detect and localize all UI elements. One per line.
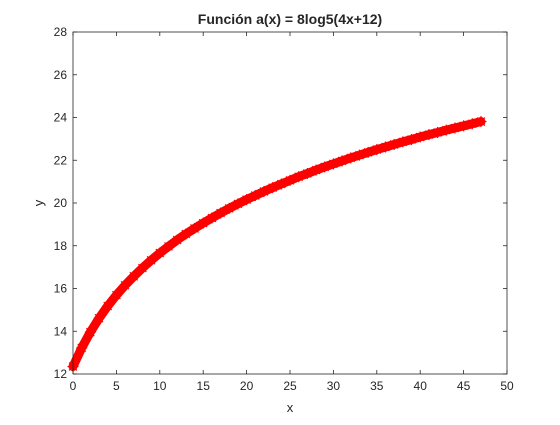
x-tick-label: 10 xyxy=(153,379,167,393)
data-point xyxy=(458,120,470,132)
data-point xyxy=(319,161,331,173)
y-ticks: 12 14 16 18 20 22 24 26 28 xyxy=(54,25,507,381)
data-point xyxy=(93,312,105,324)
x-tick-label: 25 xyxy=(283,379,297,393)
data-point xyxy=(345,152,357,164)
data-point xyxy=(76,342,88,354)
y-tick-label: 24 xyxy=(54,111,68,125)
y-tick-label: 18 xyxy=(54,239,68,253)
data-point xyxy=(353,149,365,161)
x-ticks: 0 5 10 15 20 25 30 35 40 45 50 xyxy=(70,32,514,393)
data-point xyxy=(145,254,157,266)
data-point xyxy=(310,164,322,176)
y-tick-label: 26 xyxy=(54,68,68,82)
data-point xyxy=(432,126,444,138)
data-point xyxy=(84,326,96,338)
data-point xyxy=(293,171,305,183)
y-tick-label: 22 xyxy=(54,153,68,167)
data-point xyxy=(414,131,426,143)
x-tick-label: 5 xyxy=(113,379,120,393)
data-point xyxy=(406,134,418,146)
data-point xyxy=(449,122,461,134)
data-point xyxy=(336,155,348,167)
chart-title: Función a(x) = 8log5(4x+12) xyxy=(198,11,382,27)
x-tick-label: 45 xyxy=(457,379,471,393)
data-point xyxy=(258,185,270,197)
data-point xyxy=(397,136,409,148)
x-tick-label: 35 xyxy=(370,379,384,393)
data-point xyxy=(180,228,192,240)
x-axis-label: x xyxy=(287,400,294,415)
data-point xyxy=(162,240,174,252)
x-tick-label: 40 xyxy=(414,379,428,393)
data-point xyxy=(102,300,114,312)
y-tick-label: 12 xyxy=(54,367,68,381)
data-point xyxy=(440,124,452,136)
x-tick-label: 20 xyxy=(240,379,254,393)
data-point xyxy=(215,207,227,219)
data-point xyxy=(154,247,166,259)
data-point xyxy=(241,194,253,206)
y-tick-label: 28 xyxy=(54,25,68,39)
data-point xyxy=(267,182,279,194)
data-point xyxy=(110,289,122,301)
data-point xyxy=(423,129,435,141)
data-point xyxy=(466,118,478,130)
data-point xyxy=(223,202,235,214)
data-point xyxy=(475,116,487,128)
data-point xyxy=(249,190,261,202)
data-point xyxy=(171,234,183,246)
data-point xyxy=(197,217,209,229)
plot-background xyxy=(73,32,507,374)
y-tick-label: 20 xyxy=(54,196,68,210)
x-tick-label: 50 xyxy=(500,379,514,393)
data-point xyxy=(232,198,244,210)
data-point xyxy=(371,144,383,156)
data-point xyxy=(301,168,313,179)
data-point xyxy=(275,178,287,190)
data-point xyxy=(362,146,374,158)
y-axis-label: y xyxy=(31,199,46,206)
data-point xyxy=(119,279,131,291)
data-point xyxy=(206,212,218,224)
data-point xyxy=(284,174,296,186)
x-tick-label: 30 xyxy=(327,379,341,393)
data-point xyxy=(388,138,400,150)
y-tick-label: 16 xyxy=(54,282,68,296)
y-tick-label: 14 xyxy=(54,324,68,338)
x-tick-label: 15 xyxy=(197,379,211,393)
data-layer xyxy=(67,116,487,373)
data-point xyxy=(379,141,391,153)
data-point xyxy=(189,222,201,234)
data-point xyxy=(128,270,140,282)
x-tick-label: 0 xyxy=(70,379,77,393)
data-point xyxy=(136,262,148,274)
data-point xyxy=(327,158,339,170)
